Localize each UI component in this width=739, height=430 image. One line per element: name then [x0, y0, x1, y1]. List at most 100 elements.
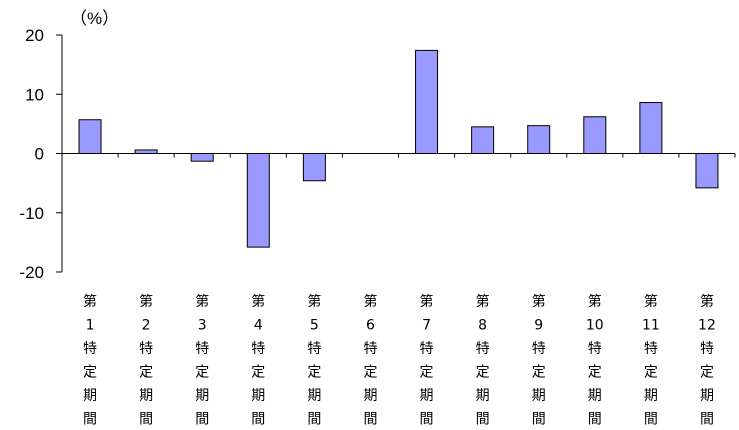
category-label-char: 定 — [195, 365, 209, 381]
category-label-char: 特 — [420, 341, 434, 357]
bar — [246, 153, 270, 248]
category-label-char: 間 — [251, 412, 265, 428]
y-tick-label: -10 — [19, 204, 44, 223]
y-tick-label: 10 — [25, 85, 44, 104]
y-tick-label: 20 — [25, 26, 44, 45]
category-label-char: 12 — [698, 318, 716, 334]
category-label-char: 6 — [366, 318, 375, 334]
category-label-char: 間 — [700, 412, 714, 428]
category-label-char: 2 — [142, 318, 151, 334]
category-label-char: 定 — [476, 365, 490, 381]
category-label-char: 期 — [532, 388, 546, 404]
category-label-char: 特 — [139, 341, 153, 357]
bar — [583, 116, 607, 154]
category-label-char: 期 — [251, 388, 265, 404]
category-label-char: 第 — [700, 293, 714, 310]
bar — [78, 119, 102, 154]
category-label-char: 第 — [363, 293, 377, 310]
category-label-char: 定 — [644, 365, 658, 381]
category-label-char: 4 — [254, 318, 263, 334]
category-label-char: 間 — [195, 412, 209, 428]
category-label-char: 特 — [83, 341, 97, 357]
category-label-char: 定 — [363, 365, 377, 381]
category-label-char: 間 — [588, 412, 602, 428]
category-label-char: 1 — [86, 318, 95, 334]
bar — [134, 149, 158, 155]
category-label-char: 間 — [644, 412, 658, 428]
category-label-char: 定 — [139, 365, 153, 381]
bar — [527, 125, 551, 154]
category-label-char: 3 — [198, 318, 207, 334]
category-label-char: 特 — [363, 341, 377, 357]
category-label-char: 間 — [532, 412, 546, 428]
category-label-char: 間 — [420, 412, 434, 428]
category-label-char: 定 — [700, 365, 714, 381]
category-label-char: 第 — [195, 293, 209, 310]
category-label-char: 期 — [307, 388, 321, 404]
category-label-char: 期 — [644, 388, 658, 404]
category-label-char: 期 — [195, 388, 209, 404]
category-label-char: 第 — [532, 293, 546, 310]
category-label-char: 間 — [307, 412, 321, 428]
category-label-char: 10 — [586, 318, 604, 334]
category-label-char: 7 — [422, 318, 431, 334]
category-label-char: 特 — [588, 341, 602, 357]
bar — [639, 102, 663, 154]
category-label-char: 特 — [307, 341, 321, 357]
y-axis-unit-label: （%） — [70, 9, 119, 28]
category-label-char: 第 — [307, 293, 321, 310]
category-label-char: 期 — [476, 388, 490, 404]
category-label-char: 期 — [700, 388, 714, 404]
category-label-char: 特 — [195, 341, 209, 357]
category-label-char: 定 — [251, 365, 265, 381]
category-label-char: 期 — [83, 388, 97, 404]
bar — [471, 126, 495, 155]
y-tick-label: 0 — [35, 145, 44, 164]
category-label-char: 5 — [310, 318, 319, 334]
category-label-char: 特 — [644, 341, 658, 357]
category-label-char: 第 — [588, 293, 602, 310]
category-label-char: 定 — [588, 365, 602, 381]
category-label-char: 8 — [478, 318, 487, 334]
y-tick-label: -20 — [19, 263, 44, 282]
category-label-char: 定 — [83, 365, 97, 381]
category-label-char: 第 — [420, 293, 434, 310]
category-label-char: 定 — [307, 365, 321, 381]
category-label-char: 特 — [532, 341, 546, 357]
category-label-char: 第 — [251, 293, 265, 310]
bar — [302, 153, 326, 182]
category-label-char: 第 — [476, 293, 490, 310]
category-label-char: 間 — [363, 412, 377, 428]
category-label-char: 特 — [476, 341, 490, 357]
bar — [415, 49, 439, 154]
category-label-char: 定 — [532, 365, 546, 381]
category-label-char: 期 — [588, 388, 602, 404]
bar — [695, 153, 719, 189]
category-label-char: 9 — [534, 318, 543, 334]
category-label-char: 定 — [420, 365, 434, 381]
category-label-char: 特 — [700, 341, 714, 357]
bar — [190, 153, 214, 162]
category-label-char: 期 — [139, 388, 153, 404]
category-label-char: 期 — [363, 388, 377, 404]
category-label-char: 特 — [251, 341, 265, 357]
category-label-char: 間 — [139, 412, 153, 428]
category-label-char: 間 — [476, 412, 490, 428]
category-label-char: 間 — [83, 412, 97, 428]
category-label-char: 11 — [642, 318, 660, 334]
category-label-char: 第 — [139, 293, 153, 310]
category-label-char: 期 — [420, 388, 434, 404]
